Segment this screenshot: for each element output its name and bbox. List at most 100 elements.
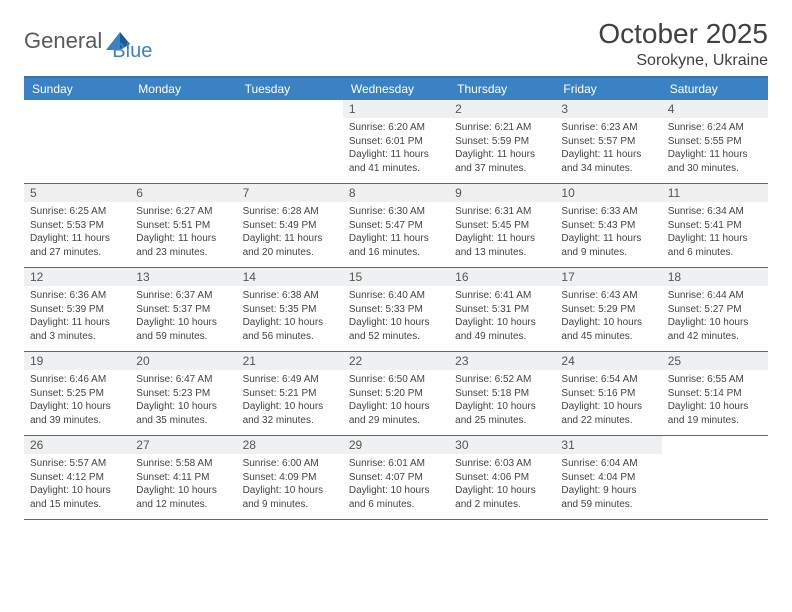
day-cell: 7 Sunrise: 6:28 AMSunset: 5:49 PMDaylight… bbox=[237, 184, 343, 267]
day-info: Sunrise: 6:24 AMSunset: 5:55 PMDaylight:… bbox=[668, 121, 762, 175]
day-cell bbox=[24, 100, 130, 183]
day-cell: 29 Sunrise: 6:01 AMSunset: 4:07 PMDayligh… bbox=[343, 436, 449, 519]
day-number: 20 bbox=[130, 352, 236, 370]
week-row: 19 Sunrise: 6:46 AMSunset: 5:25 PMDayligh… bbox=[24, 352, 768, 436]
day-number: 8 bbox=[343, 184, 449, 202]
day-info: Sunrise: 6:01 AMSunset: 4:07 PMDaylight:… bbox=[349, 457, 443, 511]
day-cell: 27Sunrise: 5:58 AMSunset: 4:11 PMDayligh… bbox=[130, 436, 236, 519]
day-number: 7 bbox=[237, 184, 343, 202]
day-cell: 25Sunrise: 6:55 AMSunset: 5:14 PMDayligh… bbox=[662, 352, 768, 435]
day-cell: 8 Sunrise: 6:30 AMSunset: 5:47 PMDaylight… bbox=[343, 184, 449, 267]
day-info: Sunrise: 6:54 AMSunset: 5:16 PMDaylight:… bbox=[561, 373, 655, 427]
day-info: Sunrise: 6:40 AMSunset: 5:33 PMDaylight:… bbox=[349, 289, 443, 343]
day-cell: 23 Sunrise: 6:52 AMSunset: 5:18 PMDayligh… bbox=[449, 352, 555, 435]
day-cell: 2Sunrise: 6:21 AMSunset: 5:59 PMDaylight… bbox=[449, 100, 555, 183]
day-number: 5 bbox=[24, 184, 130, 202]
day-info: Sunrise: 6:25 AMSunset: 5:53 PMDaylight:… bbox=[30, 205, 124, 259]
day-cell: 10Sunrise: 6:33 AMSunset: 5:43 PMDayligh… bbox=[555, 184, 661, 267]
day-header-cell: Saturday bbox=[662, 78, 768, 100]
logo-text-2: Blue bbox=[112, 40, 152, 63]
day-info: Sunrise: 6:52 AMSunset: 5:18 PMDaylight:… bbox=[455, 373, 549, 427]
day-info: Sunrise: 6:03 AMSunset: 4:06 PMDaylight:… bbox=[455, 457, 549, 511]
day-cell: 16 Sunrise: 6:41 AMSunset: 5:31 PMDayligh… bbox=[449, 268, 555, 351]
month-title: October 2025 bbox=[598, 18, 768, 50]
day-header-cell: Tuesday bbox=[237, 78, 343, 100]
day-info: Sunrise: 6:37 AMSunset: 5:37 PMDaylight:… bbox=[136, 289, 230, 343]
calendar: SundayMondayTuesdayWednesdayThursdayFrid… bbox=[24, 76, 768, 520]
week-row: 26Sunrise: 5:57 AMSunset: 4:12 PMDayligh… bbox=[24, 436, 768, 520]
header: General Blue October 2025 Sorokyne, Ukra… bbox=[24, 18, 768, 70]
day-number: 1 bbox=[343, 100, 449, 118]
day-header-cell: Monday bbox=[130, 78, 236, 100]
location: Sorokyne, Ukraine bbox=[598, 52, 768, 70]
day-info: Sunrise: 6:43 AMSunset: 5:29 PMDaylight:… bbox=[561, 289, 655, 343]
day-number: 6 bbox=[130, 184, 236, 202]
logo-text-1: General bbox=[24, 28, 102, 54]
day-number: 10 bbox=[555, 184, 661, 202]
day-header-row: SundayMondayTuesdayWednesdayThursdayFrid… bbox=[24, 78, 768, 100]
week-row: 5 Sunrise: 6:25 AMSunset: 5:53 PMDaylight… bbox=[24, 184, 768, 268]
logo: General Blue bbox=[24, 18, 152, 63]
day-cell: 5 Sunrise: 6:25 AMSunset: 5:53 PMDaylight… bbox=[24, 184, 130, 267]
day-info: Sunrise: 6:04 AMSunset: 4:04 PMDaylight:… bbox=[561, 457, 655, 511]
day-info: Sunrise: 6:23 AMSunset: 5:57 PMDaylight:… bbox=[561, 121, 655, 175]
day-cell: 30 Sunrise: 6:03 AMSunset: 4:06 PMDayligh… bbox=[449, 436, 555, 519]
day-cell: 15 Sunrise: 6:40 AMSunset: 5:33 PMDayligh… bbox=[343, 268, 449, 351]
day-header-cell: Thursday bbox=[449, 78, 555, 100]
day-number: 25 bbox=[662, 352, 768, 370]
day-number: 24 bbox=[555, 352, 661, 370]
day-info: Sunrise: 6:30 AMSunset: 5:47 PMDaylight:… bbox=[349, 205, 443, 259]
day-info: Sunrise: 6:46 AMSunset: 5:25 PMDaylight:… bbox=[30, 373, 124, 427]
day-cell: 3Sunrise: 6:23 AMSunset: 5:57 PMDaylight… bbox=[555, 100, 661, 183]
day-number: 21 bbox=[237, 352, 343, 370]
day-info: Sunrise: 6:27 AMSunset: 5:51 PMDaylight:… bbox=[136, 205, 230, 259]
day-cell: 20Sunrise: 6:47 AMSunset: 5:23 PMDayligh… bbox=[130, 352, 236, 435]
day-cell: 1 Sunrise: 6:20 AMSunset: 6:01 PMDaylight… bbox=[343, 100, 449, 183]
day-number: 28 bbox=[237, 436, 343, 454]
day-number: 19 bbox=[24, 352, 130, 370]
week-row: 1 Sunrise: 6:20 AMSunset: 6:01 PMDaylight… bbox=[24, 100, 768, 184]
day-cell: 26Sunrise: 5:57 AMSunset: 4:12 PMDayligh… bbox=[24, 436, 130, 519]
day-info: Sunrise: 6:31 AMSunset: 5:45 PMDaylight:… bbox=[455, 205, 549, 259]
day-info: Sunrise: 6:38 AMSunset: 5:35 PMDaylight:… bbox=[243, 289, 337, 343]
day-cell: 13 Sunrise: 6:37 AMSunset: 5:37 PMDayligh… bbox=[130, 268, 236, 351]
day-info: Sunrise: 6:20 AMSunset: 6:01 PMDaylight:… bbox=[349, 121, 443, 175]
day-cell: 12 Sunrise: 6:36 AMSunset: 5:39 PMDayligh… bbox=[24, 268, 130, 351]
day-number: 4 bbox=[662, 100, 768, 118]
day-number: 23 bbox=[449, 352, 555, 370]
day-info: Sunrise: 6:34 AMSunset: 5:41 PMDaylight:… bbox=[668, 205, 762, 259]
day-info: Sunrise: 6:50 AMSunset: 5:20 PMDaylight:… bbox=[349, 373, 443, 427]
day-number: 30 bbox=[449, 436, 555, 454]
day-number: 29 bbox=[343, 436, 449, 454]
day-header-cell: Sunday bbox=[24, 78, 130, 100]
day-info: Sunrise: 6:41 AMSunset: 5:31 PMDaylight:… bbox=[455, 289, 549, 343]
week-row: 12 Sunrise: 6:36 AMSunset: 5:39 PMDayligh… bbox=[24, 268, 768, 352]
day-info: Sunrise: 6:36 AMSunset: 5:39 PMDaylight:… bbox=[30, 289, 124, 343]
day-cell: 22 Sunrise: 6:50 AMSunset: 5:20 PMDayligh… bbox=[343, 352, 449, 435]
day-number: 16 bbox=[449, 268, 555, 286]
day-cell: 9 Sunrise: 6:31 AMSunset: 5:45 PMDaylight… bbox=[449, 184, 555, 267]
day-cell: 19 Sunrise: 6:46 AMSunset: 5:25 PMDayligh… bbox=[24, 352, 130, 435]
day-cell: 6 Sunrise: 6:27 AMSunset: 5:51 PMDaylight… bbox=[130, 184, 236, 267]
day-number: 18 bbox=[662, 268, 768, 286]
day-number: 9 bbox=[449, 184, 555, 202]
day-info: Sunrise: 6:28 AMSunset: 5:49 PMDaylight:… bbox=[243, 205, 337, 259]
day-number: 12 bbox=[24, 268, 130, 286]
day-info: Sunrise: 6:21 AMSunset: 5:59 PMDaylight:… bbox=[455, 121, 549, 175]
day-number: 31 bbox=[555, 436, 661, 454]
day-cell: 17 Sunrise: 6:43 AMSunset: 5:29 PMDayligh… bbox=[555, 268, 661, 351]
day-cell: 4 Sunrise: 6:24 AMSunset: 5:55 PMDaylight… bbox=[662, 100, 768, 183]
day-cell: 28Sunrise: 6:00 AMSunset: 4:09 PMDayligh… bbox=[237, 436, 343, 519]
day-number: 14 bbox=[237, 268, 343, 286]
day-number: 22 bbox=[343, 352, 449, 370]
day-number: 13 bbox=[130, 268, 236, 286]
day-cell: 24 Sunrise: 6:54 AMSunset: 5:16 PMDayligh… bbox=[555, 352, 661, 435]
day-number: 17 bbox=[555, 268, 661, 286]
day-cell: 11Sunrise: 6:34 AMSunset: 5:41 PMDayligh… bbox=[662, 184, 768, 267]
day-info: Sunrise: 6:44 AMSunset: 5:27 PMDaylight:… bbox=[668, 289, 762, 343]
title-block: October 2025 Sorokyne, Ukraine bbox=[598, 18, 768, 70]
day-info: Sunrise: 5:58 AMSunset: 4:11 PMDaylight:… bbox=[136, 457, 230, 511]
day-number: 15 bbox=[343, 268, 449, 286]
day-cell: 21Sunrise: 6:49 AMSunset: 5:21 PMDayligh… bbox=[237, 352, 343, 435]
day-cell: 31 Sunrise: 6:04 AMSunset: 4:04 PMDayligh… bbox=[555, 436, 661, 519]
